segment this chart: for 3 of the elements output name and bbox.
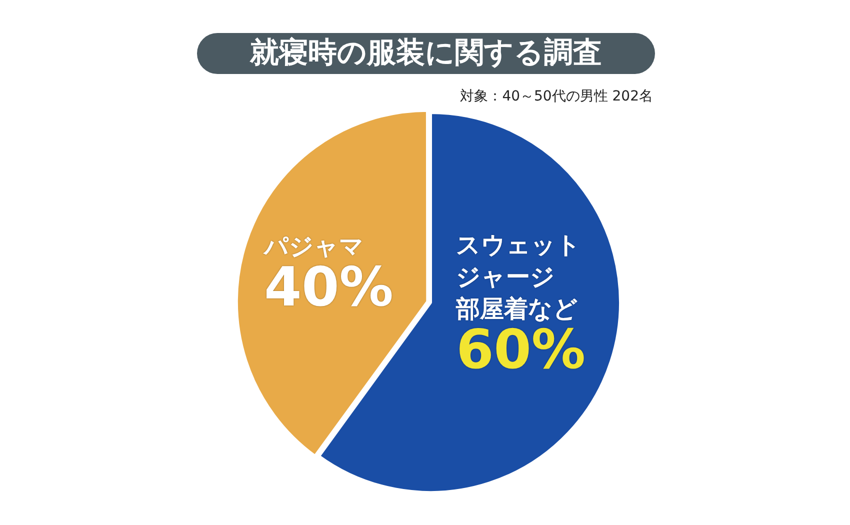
chart-subtitle: 対象：40～50代の男性 202名: [460, 88, 653, 105]
slice-label: パジャマ: [262, 232, 364, 260]
chart-title: 就寝時の服装に関する調査: [249, 35, 602, 70]
